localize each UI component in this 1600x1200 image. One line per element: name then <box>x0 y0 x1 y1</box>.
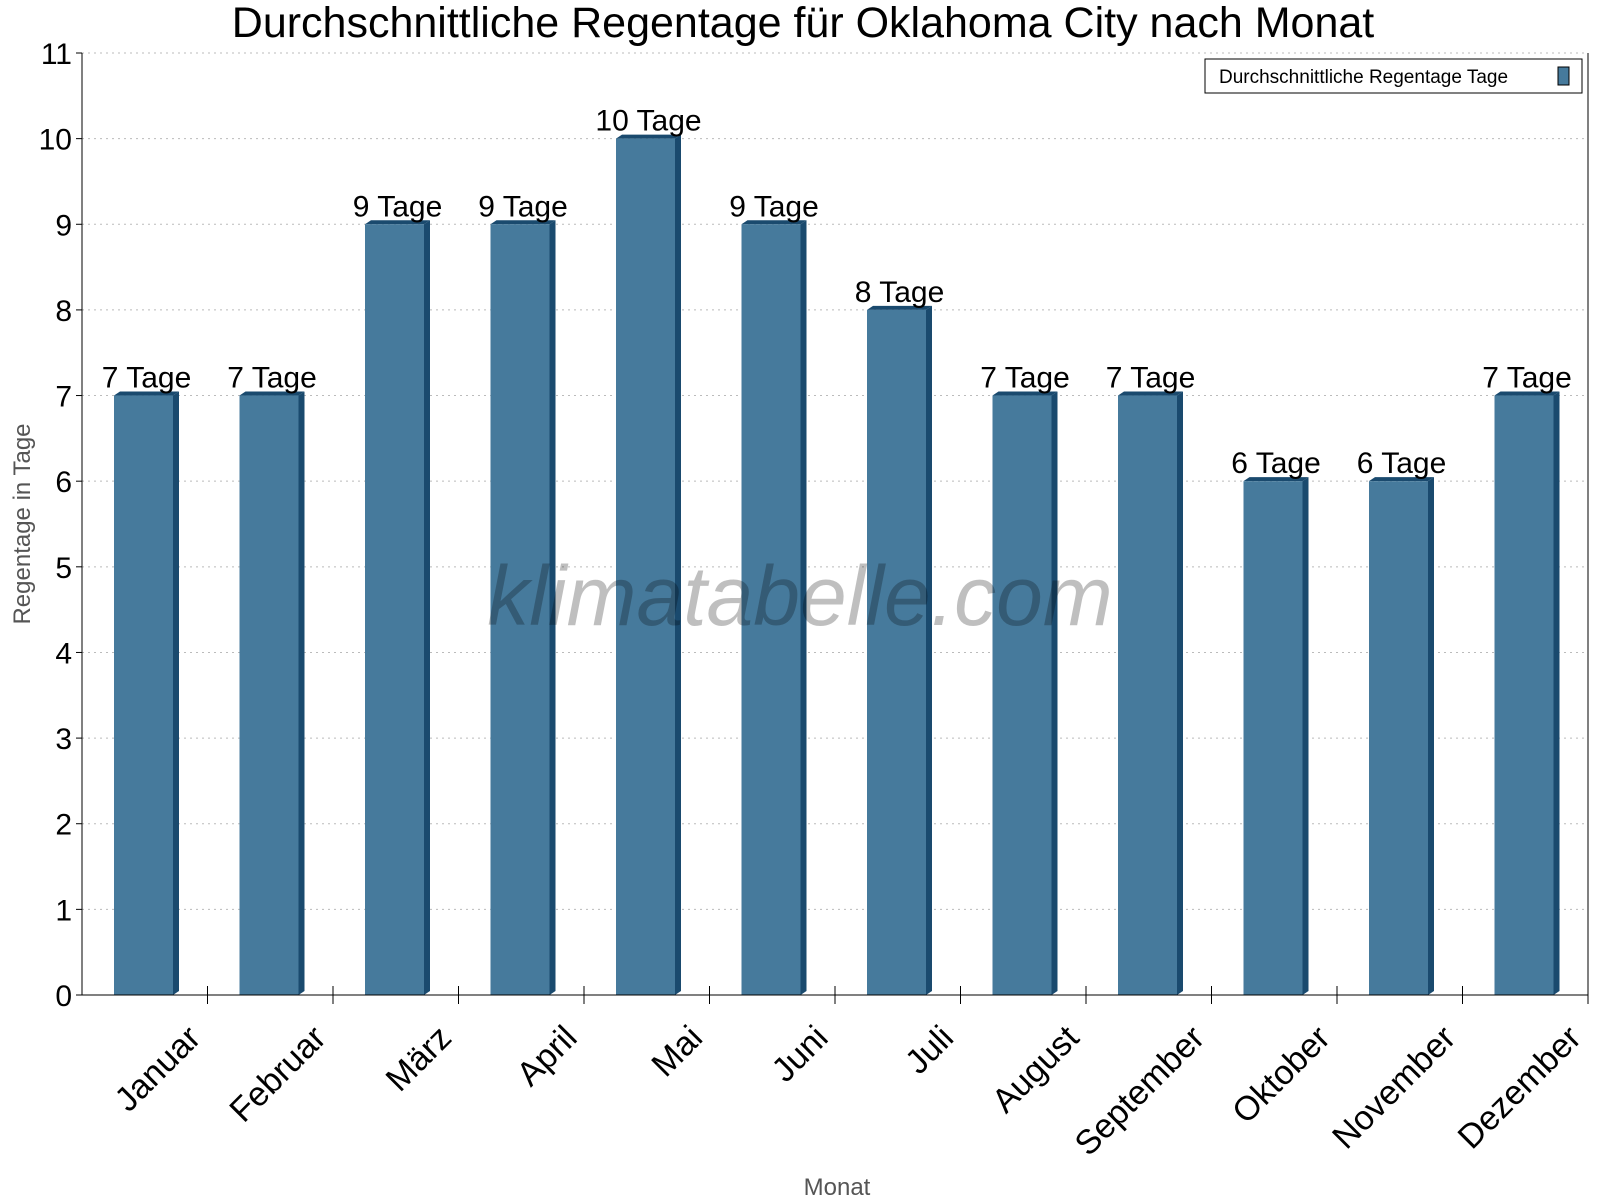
y-tick-label: 3 <box>55 723 72 756</box>
y-tick-label: 8 <box>55 295 72 328</box>
bar-top <box>1243 477 1309 482</box>
x-tick-label: Oktober <box>1225 1019 1337 1131</box>
bar-top <box>867 305 932 310</box>
data-label: 7 Tage <box>1482 362 1572 395</box>
x-tick-label: März <box>379 1019 459 1099</box>
watermark: klimatabelle.com <box>487 549 1113 643</box>
bar-top <box>365 220 430 225</box>
x-tick-label: April <box>510 1019 585 1094</box>
x-axis-label: Monat <box>804 1174 871 1200</box>
bar <box>1118 395 1177 996</box>
bar-top <box>1118 391 1183 396</box>
legend-swatch <box>1557 66 1570 86</box>
bar <box>992 395 1052 996</box>
y-tick-label: 6 <box>55 466 72 499</box>
y-axis-label: Regentage in Tage <box>9 423 36 624</box>
bar-top <box>992 391 1058 396</box>
y-tick-label: 2 <box>55 809 72 842</box>
bar-top <box>1494 391 1560 396</box>
y-tick-label: 5 <box>55 552 72 585</box>
x-tick-label: August <box>985 1018 1087 1120</box>
data-label: 7 Tage <box>980 362 1070 395</box>
data-label: 7 Tage <box>1106 362 1196 395</box>
bar <box>616 138 675 996</box>
x-tick-label: Juli <box>898 1019 961 1082</box>
bar <box>1243 481 1303 995</box>
y-tick-label: 9 <box>55 209 72 242</box>
bar <box>867 309 926 996</box>
legend-label: Durchschnittliche Regentage Tage <box>1219 67 1508 88</box>
data-label: 8 Tage <box>855 276 945 309</box>
bar-side <box>675 134 681 996</box>
bar <box>365 224 424 996</box>
bar <box>239 395 299 996</box>
bar-side <box>926 305 932 996</box>
x-tick-label: Juni <box>765 1019 836 1090</box>
data-label: 7 Tage <box>102 362 192 395</box>
bar-side <box>549 220 556 996</box>
bar <box>490 224 550 996</box>
bar-side <box>800 220 807 996</box>
y-tick-label: 4 <box>55 637 72 670</box>
y-tick-label: 0 <box>55 980 72 1013</box>
chart-title: Durchschnittliche Regentage für Oklahoma… <box>232 0 1375 47</box>
bar-side <box>1051 391 1058 996</box>
data-label: 7 Tage <box>227 362 317 395</box>
bar-side <box>424 220 430 996</box>
bar-top <box>114 391 179 396</box>
x-tick-label: Dezember <box>1451 1019 1589 1157</box>
bar-top <box>741 220 807 225</box>
data-label: 9 Tage <box>729 190 819 223</box>
y-tick-label: 10 <box>39 124 72 157</box>
x-tick-label: Januar <box>108 1019 208 1119</box>
y-tick-label: 1 <box>55 894 72 927</box>
x-tick-label: November <box>1325 1019 1463 1157</box>
data-label: 6 Tage <box>1231 447 1321 480</box>
bar-side <box>298 391 305 996</box>
bar-side <box>1553 391 1560 996</box>
y-tick-label: 11 <box>41 38 72 71</box>
bar <box>114 395 173 996</box>
legend: Durchschnittliche Regentage Tage <box>1204 58 1583 94</box>
bar-side <box>1428 477 1434 995</box>
data-label: 10 Tage <box>595 105 701 138</box>
bar-top <box>616 134 681 139</box>
x-tick-label: September <box>1068 1019 1212 1163</box>
bar-top <box>239 391 305 396</box>
bar-top <box>490 220 556 225</box>
bar-side <box>1302 477 1309 995</box>
bar-side <box>173 391 179 996</box>
data-label: 6 Tage <box>1357 447 1447 480</box>
bar <box>1369 481 1428 995</box>
data-label: 9 Tage <box>353 190 443 223</box>
y-tick-label: 7 <box>55 381 72 414</box>
x-tick-label: Februar <box>222 1019 333 1130</box>
data-label: 9 Tage <box>478 190 568 223</box>
bar-top <box>1369 477 1434 482</box>
bar <box>741 224 801 996</box>
bar-side <box>1177 391 1183 996</box>
bar <box>1494 395 1554 996</box>
x-tick-label: Mai <box>644 1019 710 1085</box>
